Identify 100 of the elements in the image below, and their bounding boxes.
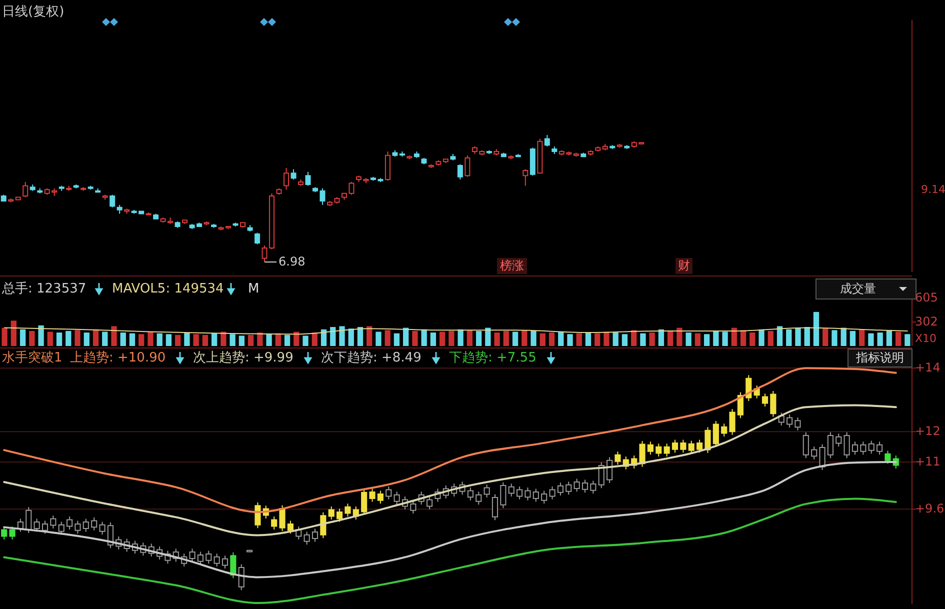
bar <box>548 332 555 346</box>
bar <box>658 329 664 346</box>
candlestick <box>582 479 588 494</box>
candlestick <box>107 522 114 549</box>
candlestick <box>457 164 463 180</box>
candlestick <box>336 508 343 522</box>
candlestick <box>508 483 514 498</box>
candlestick <box>290 168 296 180</box>
y-tick-label: +9.6 <box>915 501 944 516</box>
bar <box>211 333 218 346</box>
bar <box>257 332 263 346</box>
candlestick <box>827 432 834 459</box>
bar <box>2 328 8 346</box>
candlestick <box>240 222 246 228</box>
candlestick <box>598 462 604 489</box>
candlestick <box>580 152 586 158</box>
candlestick <box>664 443 670 458</box>
candlestick <box>541 490 548 504</box>
candlestick <box>656 443 662 458</box>
bar <box>312 332 318 346</box>
candlestick <box>557 482 564 496</box>
candlestick <box>232 222 238 227</box>
bar <box>886 330 892 346</box>
candlestick <box>616 143 622 148</box>
candlestick <box>516 486 523 500</box>
candlestick <box>515 154 521 158</box>
bar <box>512 332 518 346</box>
text: 上趋势: +10.90 <box>70 350 166 366</box>
candlestick <box>770 390 776 418</box>
candlestick <box>230 552 236 579</box>
bar <box>713 330 719 346</box>
candlestick <box>688 440 694 454</box>
bar <box>74 330 80 346</box>
candlestick <box>778 412 784 426</box>
candlestick <box>58 521 64 536</box>
bar <box>403 328 409 346</box>
bar <box>594 333 600 346</box>
candlestick <box>552 146 558 155</box>
chart-title: 水手突破1 <box>2 350 62 366</box>
candlestick <box>428 164 434 169</box>
candlestick <box>606 456 613 484</box>
candlestick <box>392 150 398 158</box>
candlestick <box>602 143 608 151</box>
candlestick <box>246 549 253 553</box>
bar <box>503 330 509 346</box>
candlestick <box>450 154 456 161</box>
bar <box>294 332 300 346</box>
candlestick <box>500 152 506 158</box>
bar <box>129 333 136 346</box>
bar <box>859 329 865 346</box>
bar <box>238 336 245 346</box>
bar <box>722 332 728 346</box>
candlestick <box>91 517 98 531</box>
bar <box>148 332 154 346</box>
candlestick <box>844 432 850 459</box>
candlestick <box>82 518 89 532</box>
bar <box>822 328 828 346</box>
bar <box>10 320 17 346</box>
candlestick <box>590 480 596 494</box>
bar <box>120 332 126 346</box>
candlestick <box>22 181 28 198</box>
candlestick <box>369 488 376 502</box>
candlestick <box>15 196 21 200</box>
candlestick <box>73 184 79 189</box>
candlestick <box>492 494 498 521</box>
candlestick <box>58 185 64 192</box>
bar <box>540 333 546 346</box>
candlestick <box>852 441 858 456</box>
candlestick <box>182 220 188 224</box>
candlestick <box>672 439 678 454</box>
candlestick <box>88 185 94 190</box>
bar <box>558 332 564 346</box>
candlestick <box>254 232 260 245</box>
bar <box>348 328 354 346</box>
chart-title: 日线(复权) <box>2 4 64 20</box>
bar <box>330 326 336 346</box>
candlestick <box>394 491 400 506</box>
bar <box>184 332 190 346</box>
candlestick <box>287 520 294 534</box>
bar <box>248 334 254 346</box>
candlestick <box>276 188 282 196</box>
bar <box>394 333 400 346</box>
candlestick <box>647 441 654 456</box>
candlestick <box>467 486 474 501</box>
candlestick <box>124 208 130 214</box>
candlestick <box>588 150 594 156</box>
bar <box>776 326 783 346</box>
annotation: 成交量 <box>840 281 876 296</box>
candlestick <box>500 482 506 509</box>
bar <box>768 330 774 346</box>
candlestick <box>712 420 719 448</box>
candlestick <box>860 441 866 456</box>
bar <box>92 329 99 346</box>
candlestick <box>42 520 48 534</box>
candlestick <box>146 212 152 216</box>
candlestick <box>50 515 56 529</box>
candlestick <box>361 488 368 516</box>
candlestick <box>99 521 106 536</box>
bar <box>686 332 692 346</box>
candlestick <box>544 134 550 147</box>
